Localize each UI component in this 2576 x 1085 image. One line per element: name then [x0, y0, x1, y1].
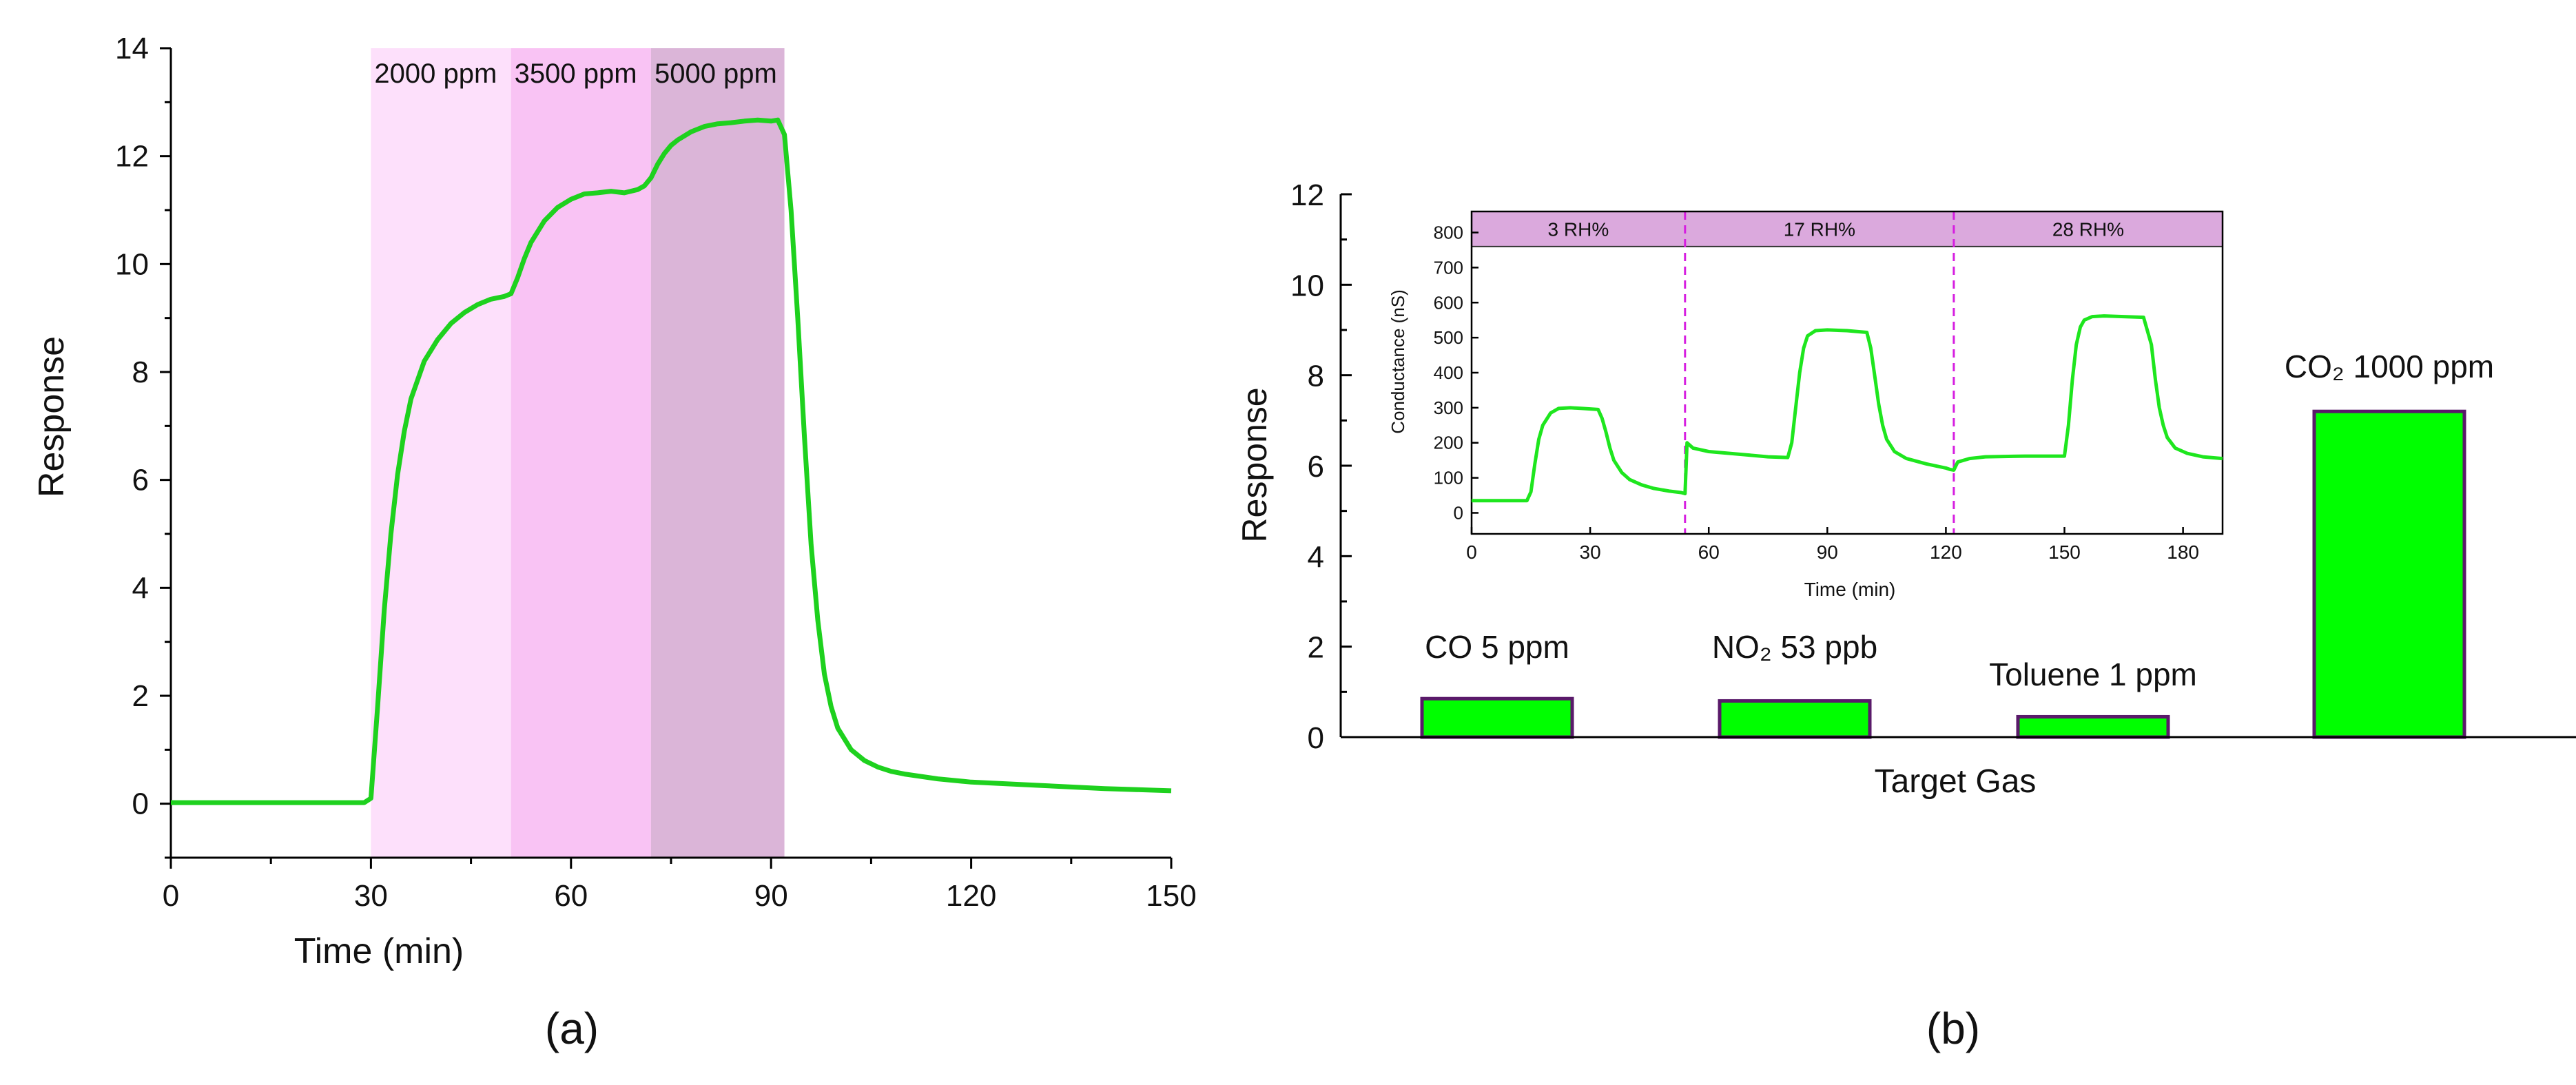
inset-header: 3 RH% 17 RH% 28 RH%	[1472, 211, 2223, 534]
y-tick-label-a: 8	[132, 355, 149, 389]
tick-labels-b: 0 2 4 6 8 10 12	[1290, 178, 1324, 755]
inset-y-axis-label: Conductance (nS)	[1388, 289, 1408, 434]
x-axis-label-a: Time (min)	[294, 931, 464, 971]
band-label-2: 5000 ppm	[655, 59, 777, 89]
inset-axes	[1470, 210, 2224, 535]
axes-a	[160, 47, 1173, 869]
inset-x-tick-label: 150	[2048, 541, 2081, 563]
inset-x-tick-label: 0	[1466, 541, 1477, 563]
y-tick-label-a: 10	[115, 247, 149, 281]
x-tick-label-a: 0	[163, 879, 179, 913]
bar-3	[2312, 409, 2466, 739]
panel-label-b: (b)	[1926, 1004, 1980, 1053]
inset-y-tick-label: 200	[1434, 433, 1463, 453]
inset-y-tick-label: 100	[1434, 468, 1463, 488]
y-tick-label-b: 0	[1308, 721, 1324, 755]
y-tick-label-a: 0	[132, 787, 149, 821]
inset-background	[1467, 210, 2225, 534]
inset-tick-labels: 0 30 60 90 120 150 180 0 100 200 300 400 500 600 700 80…	[1434, 223, 2199, 563]
inset-x-tick-label: 180	[2167, 541, 2199, 563]
y-tick-label-a: 14	[115, 32, 149, 65]
inset-header-band	[1472, 211, 2223, 247]
x-tick-label-a: 30	[354, 879, 388, 913]
inset-segment-label-2: 28 RH%	[2052, 218, 2124, 240]
band-0	[371, 48, 511, 858]
bar-label-no2: NO₂ 53 ppb	[1712, 629, 1877, 665]
inset-y-tick-label: 300	[1434, 397, 1463, 418]
x-axis-label-b: Target Gas	[1875, 763, 2037, 800]
inset-x-tick-label: 120	[1930, 541, 1962, 563]
inset-y-tick-label: 500	[1434, 327, 1463, 348]
inset-x-tick-label: 60	[1698, 541, 1720, 563]
y-tick-label-b: 8	[1308, 360, 1324, 393]
y-tick-label-b: 6	[1308, 450, 1324, 484]
chart-panel-a: 2000 ppm 3500 ppm 5000 ppm 0 30 60 90 120 150 0 2…	[32, 32, 1197, 1053]
bar-label-toluene: Toluene 1 ppm	[1989, 657, 2197, 692]
y-axis-label-a: Response	[32, 336, 72, 497]
axes-b	[1339, 193, 2576, 738]
inset-x-tick-label: 90	[1817, 541, 1838, 563]
chart-panel-b: 0 2 4 6 8 10 12 CO 5 ppm NO₂ 53 ppb Toluene 1 …	[1235, 178, 2576, 1053]
bar-0	[1420, 696, 1574, 739]
bar-2	[2016, 714, 2170, 739]
tick-labels-a: 0 30 60 90 120 150 0 2 4 6 8 10 12 14	[115, 32, 1197, 913]
band-label-1: 3500 ppm	[515, 59, 637, 89]
inset-segment-label-0: 3 RH%	[1548, 218, 1609, 240]
bar-label-co: CO 5 ppm	[1425, 629, 1569, 665]
response-line	[171, 117, 1172, 805]
concentration-bands: 2000 ppm 3500 ppm 5000 ppm	[371, 48, 785, 858]
band-label-0: 2000 ppm	[374, 59, 497, 89]
panel-label-a: (a)	[545, 1004, 599, 1053]
inset-x-tick-label: 30	[1580, 541, 1601, 563]
x-tick-label-a: 60	[554, 879, 588, 913]
inset-y-tick-label: 400	[1434, 362, 1463, 383]
inset-y-tick-label: 800	[1434, 223, 1463, 243]
y-tick-label-b: 12	[1290, 178, 1324, 212]
inset-chart: 3 RH% 17 RH% 28 RH% 0 30 60 90 120 150 180 0 100 20…	[1388, 210, 2225, 600]
inset-y-tick-label: 0	[1454, 502, 1463, 523]
y-tick-label-a: 4	[132, 571, 149, 605]
y-tick-label-b: 4	[1308, 540, 1324, 574]
inset-x-axis-label: Time (min)	[1804, 579, 1896, 600]
x-tick-label-a: 90	[754, 879, 788, 913]
y-tick-label-b: 2	[1308, 631, 1324, 665]
x-tick-label-a: 120	[946, 879, 996, 913]
bar-1	[1718, 699, 1872, 739]
inset-y-tick-label: 700	[1434, 257, 1463, 278]
x-tick-label-a: 150	[1146, 879, 1196, 913]
band-2	[650, 48, 785, 858]
bar-labels: CO 5 ppm NO₂ 53 ppb Toluene 1 ppm CO₂ 10…	[1425, 349, 2494, 692]
y-tick-label-a: 2	[132, 679, 149, 713]
y-tick-label-b: 10	[1290, 269, 1324, 302]
y-tick-label-a: 6	[132, 464, 149, 497]
inset-segment-label-1: 17 RH%	[1784, 218, 1855, 240]
y-axis-label-b: Response	[1235, 387, 1274, 542]
inset-y-tick-label: 600	[1434, 292, 1463, 313]
conductance-line	[1472, 314, 2223, 503]
bar-label-co2: CO₂ 1000 ppm	[2285, 349, 2494, 384]
y-tick-label-a: 12	[115, 140, 149, 174]
band-1	[511, 48, 651, 858]
